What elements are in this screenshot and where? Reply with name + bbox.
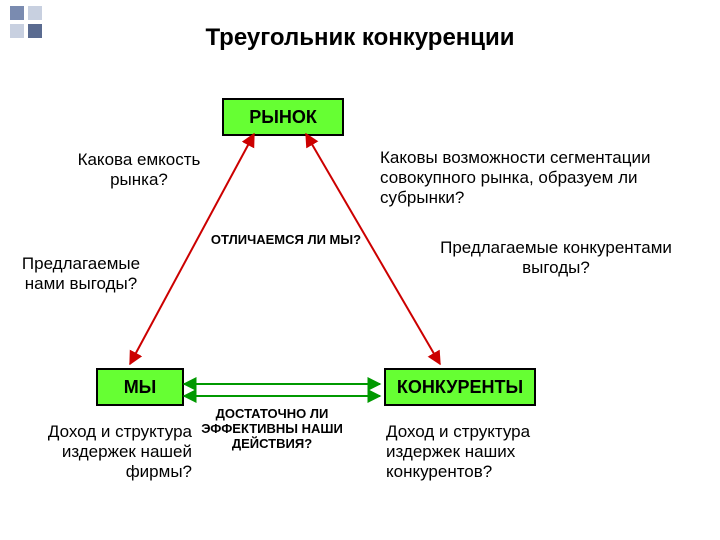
node-competitors: КОНКУРЕНТЫ <box>384 368 536 406</box>
label-their-cost: Доход и структура издержек наших конкуре… <box>386 422 606 482</box>
deco-sq <box>10 6 24 20</box>
deco-sq <box>28 6 42 20</box>
node-market: РЫНОК <box>222 98 344 136</box>
label-our-benefits: Предлагаемые нами выгоды? <box>6 254 156 294</box>
label-their-benefits: Предлагаемые конкурентами выгоды? <box>406 238 706 278</box>
label-capacity: Какова емкость рынка? <box>54 150 224 190</box>
label-effective: ДОСТАТОЧНО ЛИ ЭФФЕКТИВНЫ НАШИ ДЕЙСТВИЯ? <box>192 406 352 451</box>
label-segmentation: Каковы возможности сегментации совокупно… <box>380 148 700 208</box>
label-differ: ОТЛИЧАЕМСЯ ЛИ МЫ? <box>206 232 366 247</box>
slide: Треугольник конкуренции РЫНОК МЫ КОНКУРЕ… <box>0 0 720 540</box>
label-our-cost: Доход и структура издержек нашей фирмы? <box>16 422 192 482</box>
node-we: МЫ <box>96 368 184 406</box>
page-title: Треугольник конкуренции <box>0 24 720 52</box>
